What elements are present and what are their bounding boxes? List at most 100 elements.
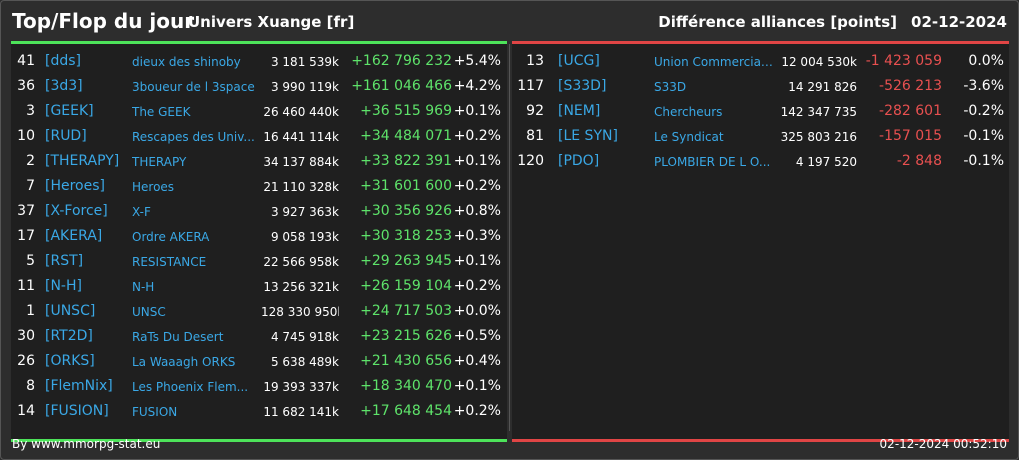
- alliance-tag-link[interactable]: [NEM]: [558, 103, 601, 119]
- points-difference: +30 356 926: [360, 203, 452, 219]
- alliance-points: 5 638 489k: [270, 355, 339, 369]
- alliance-name-link[interactable]: Ordre AKERA: [132, 230, 210, 244]
- alliance-tag-link[interactable]: [PDO]: [558, 153, 600, 169]
- alliance-tag-link[interactable]: [dds]: [45, 53, 81, 69]
- alliance-tag-link[interactable]: [RT2D]: [45, 328, 93, 344]
- alliance-name-link[interactable]: FUSION: [132, 405, 178, 419]
- points-difference: -1 423 059: [865, 53, 942, 69]
- top-row: 10 [RUD] Rescapes des Univ... 16 441 114k +3…: [11, 124, 507, 149]
- alliance-name-link[interactable]: dieux des shinoby: [132, 55, 241, 69]
- alliance-name-link[interactable]: X-F: [132, 205, 151, 219]
- percent-change: +0.2%: [453, 178, 501, 194]
- alliance-name-link[interactable]: 3boueur de l 3space: [132, 80, 255, 94]
- alliance-name-link[interactable]: Rescapes des Univ...: [132, 130, 255, 144]
- alliance-points: 14 291 826: [788, 80, 857, 94]
- alliance-name-link[interactable]: RESISTANCE: [132, 255, 207, 269]
- alliance-tag-link[interactable]: [FUSION]: [45, 403, 109, 419]
- points-difference: +161 046 466: [351, 78, 452, 94]
- alliance-points: 22 566 958k: [263, 255, 339, 269]
- alliance-points: 21 110 328k: [263, 180, 339, 194]
- alliance-tag-link[interactable]: [THERAPY]: [45, 153, 120, 169]
- alliance-rank: 5: [26, 253, 35, 269]
- alliance-name-link[interactable]: Union Commerciale...: [654, 55, 776, 69]
- alliance-name-link[interactable]: Chercheurs: [654, 105, 723, 119]
- alliance-rank: 7: [26, 178, 35, 194]
- alliance-points: 11 682 141k: [263, 405, 339, 419]
- percent-change: +0.2%: [453, 403, 501, 419]
- alliance-rank: 41: [17, 53, 35, 69]
- alliance-name-link[interactable]: Le Syndicat: [654, 130, 724, 144]
- points-difference: +29 263 945: [360, 253, 452, 269]
- header: Top/Flop du jour Univers Xuange [fr] Dif…: [12, 9, 1007, 37]
- alliance-tag-link[interactable]: [UCG]: [558, 53, 600, 69]
- flop-row: 13 [UCG] Union Commerciale... 12 004 530k -1…: [512, 49, 1009, 74]
- top-row: 41 [dds] dieux des shinoby 3 181 539k +162 7…: [11, 49, 507, 74]
- alliance-tag-link[interactable]: [RST]: [45, 253, 84, 269]
- alliance-tag-link[interactable]: [AKERA]: [45, 228, 103, 244]
- alliance-tag-link[interactable]: [LE SYN]: [558, 128, 618, 144]
- alliance-tag-link[interactable]: [ORKS]: [45, 353, 95, 369]
- alliance-name-link[interactable]: THERAPY: [132, 155, 187, 169]
- points-difference: -526 213: [879, 78, 942, 94]
- alliance-name-link[interactable]: Heroes: [132, 180, 175, 194]
- alliance-points: 3 990 119k: [270, 80, 339, 94]
- flop-row: 81 [LE SYN] Le Syndicat 325 803 216 -157 015…: [512, 124, 1009, 149]
- alliance-points: 26 460 440k: [263, 105, 339, 119]
- top-row: 8 [FlemNix] Les Phoenix Flem... 19 393 337k…: [11, 374, 507, 399]
- top-row: 2 [THERAPY] THERAPY 34 137 884k +33 822 391 +…: [11, 149, 507, 174]
- universe-label: Univers Xuange [fr]: [188, 13, 355, 31]
- alliance-rank: 92: [526, 103, 544, 119]
- percent-change: +0.1%: [453, 103, 501, 119]
- flop-row: 92 [NEM] Chercheurs 142 347 735 -282 601 -0.2…: [512, 99, 1009, 124]
- alliance-tag-link[interactable]: [RUD]: [45, 128, 87, 144]
- alliance-name-link[interactable]: UNSC: [132, 305, 166, 319]
- points-difference: +23 215 626: [360, 328, 452, 344]
- alliance-rank: 14: [17, 403, 35, 419]
- percent-change: +0.4%: [453, 353, 501, 369]
- points-difference: +36 515 969: [360, 103, 452, 119]
- alliance-points: 16 441 114k: [263, 130, 339, 144]
- percent-change: +5.4%: [453, 53, 501, 69]
- alliance-tag-link[interactable]: [N-H]: [45, 278, 82, 294]
- alliance-name-link[interactable]: The GEEK: [132, 105, 191, 119]
- points-difference: +24 717 503: [360, 303, 452, 319]
- alliance-points: 325 803 216: [780, 130, 857, 144]
- points-difference: +21 430 656: [360, 353, 452, 369]
- alliance-name-link[interactable]: La Waaagh ORKS: [132, 355, 236, 369]
- alliance-tag-link[interactable]: [3d3]: [45, 78, 83, 94]
- percent-change: +0.1%: [453, 378, 501, 394]
- percent-change: -0.1%: [963, 153, 1004, 169]
- percent-change: +0.8%: [453, 203, 501, 219]
- alliance-tag-link[interactable]: [X-Force]: [45, 203, 108, 219]
- alliance-tag-link[interactable]: [UNSC]: [45, 303, 96, 319]
- alliance-tag-link[interactable]: [GEEK]: [45, 103, 94, 119]
- percent-change: +0.2%: [453, 128, 501, 144]
- alliance-rank: 26: [17, 353, 35, 369]
- alliance-points: 4 745 918k: [270, 330, 339, 344]
- top-row: 5 [RST] RESISTANCE 22 566 958k +29 263 945 +0…: [11, 249, 507, 274]
- alliance-name-link[interactable]: N-H: [132, 280, 155, 294]
- alliance-tag-link[interactable]: [Heroes]: [45, 178, 105, 194]
- alliance-rank: 1: [26, 303, 35, 319]
- alliance-tag-link[interactable]: [FlemNix]: [45, 378, 113, 394]
- alliance-rank: 30: [17, 328, 35, 344]
- alliance-tag-link[interactable]: [S33D]: [558, 78, 607, 94]
- percent-change: -0.1%: [963, 128, 1004, 144]
- alliance-points: 13 256 321k: [263, 280, 339, 294]
- alliance-rank: 10: [17, 128, 35, 144]
- top-row: 17 [AKERA] Ordre AKERA 9 058 193k +30 318 25…: [11, 224, 507, 249]
- percent-change: +0.5%: [453, 328, 501, 344]
- alliance-rank: 13: [526, 53, 544, 69]
- points-difference: -157 015: [879, 128, 942, 144]
- alliance-name-link[interactable]: S33D: [654, 80, 687, 94]
- alliance-points: 34 137 884k: [263, 155, 339, 169]
- alliance-points: 142 347 735: [780, 105, 857, 119]
- alliance-name-link[interactable]: Les Phoenix Flem...: [132, 380, 249, 394]
- percent-change: +0.0%: [453, 303, 501, 319]
- alliance-name-link[interactable]: PLOMBIER DE L O...: [654, 155, 771, 169]
- top-row: 1 [UNSC] UNSC 128 330 950k +24 717 503 +0.0%: [11, 299, 507, 324]
- flop-row: 117 [S33D] S33D 14 291 826 -526 213 -3.6%: [512, 74, 1009, 99]
- alliance-name-link[interactable]: RaTs Du Desert: [132, 330, 224, 344]
- points-difference: +17 648 454: [360, 403, 452, 419]
